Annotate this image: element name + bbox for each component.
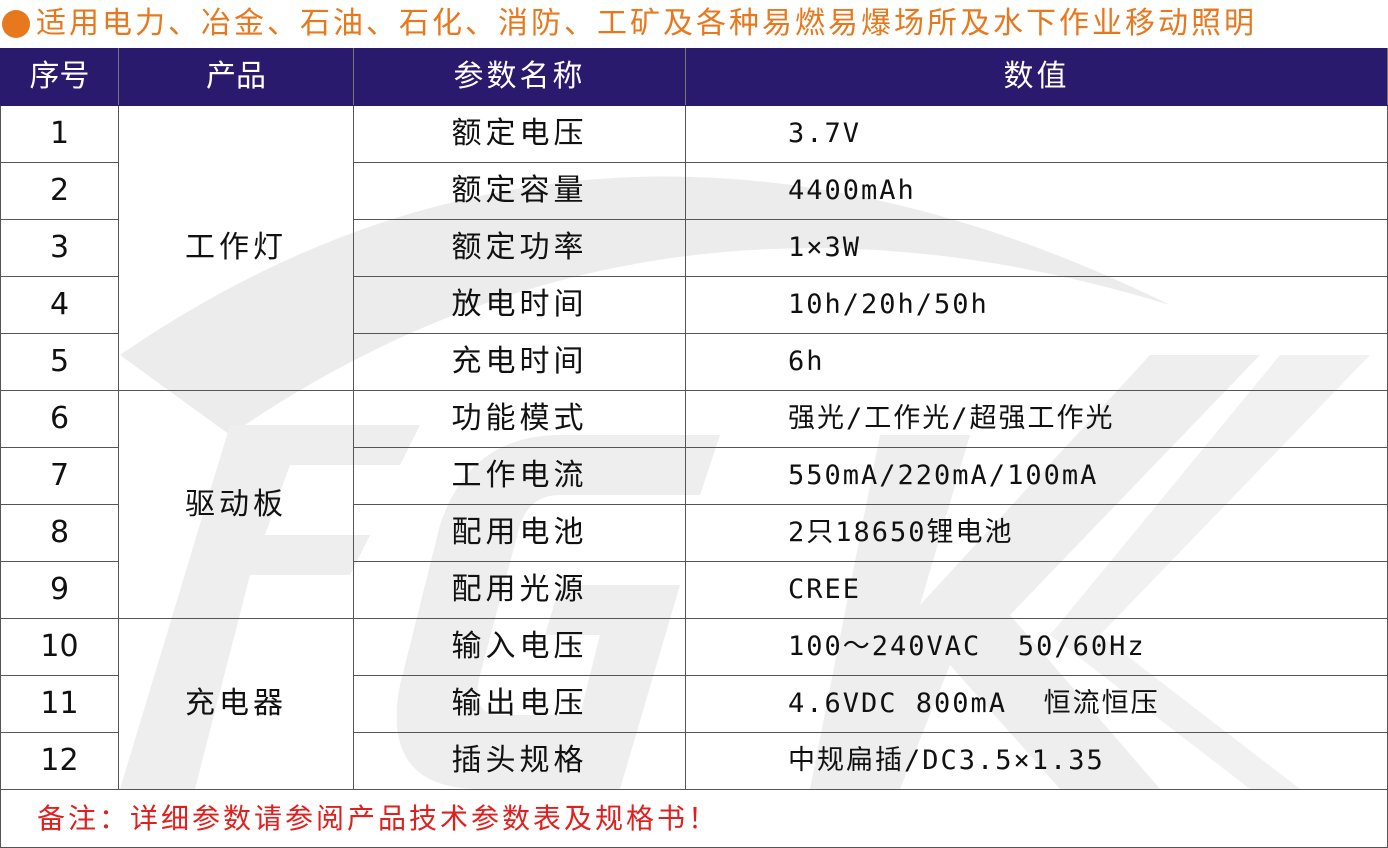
param-name: 输入电压 [353,618,686,676]
header-no: 序号 [0,48,119,106]
header-param: 参数名称 [353,48,686,106]
param-name: 放电时间 [353,276,686,334]
row-no: 3 [0,219,119,277]
param-name: 插头规格 [353,732,686,790]
note-text: 备注：详细参数请参阅产品技术参数表及规格书！ [0,789,1388,848]
product-group: 工作灯 [118,105,354,391]
spec-table: 序号 产品 参数名称 数值 1 工作灯 额定电压 3.7V 2 额定容量 4400mAh 3 额… [0,48,1388,848]
param-value: 3.7V [685,105,1388,163]
page-title: 适用电力、冶金、石油、石化、消防、工矿及各种易燃易爆场所及水下作业移动照明 [0,0,1388,48]
param-value: 6h [685,333,1388,391]
note-row: 备注：详细参数请参阅产品技术参数表及规格书！ [0,789,1388,848]
param-value: 1×3W [685,219,1388,277]
title-text: 适用电力、冶金、石油、石化、消防、工矿及各种易燃易爆场所及水下作业移动照明 [36,6,1257,41]
param-value: 10h/20h/50h [685,276,1388,334]
row-no: 9 [0,561,119,619]
row-no: 10 [0,618,119,676]
table-header: 序号 产品 参数名称 数值 [0,48,1388,106]
param-name: 额定容量 [353,162,686,220]
row-no: 11 [0,675,119,733]
param-value: 100～240VAC 50/60Hz [685,618,1388,676]
row-no: 1 [0,105,119,163]
param-value: 550mA/220mA/100mA [685,447,1388,505]
param-name: 功能模式 [353,390,686,448]
param-name: 额定电压 [353,105,686,163]
param-value: 强光/工作光/超强工作光 [685,390,1388,448]
row-no: 7 [0,447,119,505]
param-name: 工作电流 [353,447,686,505]
param-name: 配用电池 [353,504,686,562]
param-value: CREE [685,561,1388,619]
header-value: 数值 [685,48,1388,106]
row-no: 6 [0,390,119,448]
param-value: 4.6VDC 800mA 恒流恒压 [685,675,1388,733]
product-group: 驱动板 [118,390,354,619]
row-no: 2 [0,162,119,220]
param-value: 4400mAh [685,162,1388,220]
product-group: 充电器 [118,618,354,790]
param-name: 配用光源 [353,561,686,619]
row-no: 4 [0,276,119,334]
param-name: 输出电压 [353,675,686,733]
param-name: 充电时间 [353,333,686,391]
table-row: 1 工作灯 额定电压 3.7V [0,105,1388,391]
row-no: 8 [0,504,119,562]
param-value: 中规扁插/DC3.5×1.35 [685,732,1388,790]
row-no: 5 [0,333,119,391]
param-name: 额定功率 [353,219,686,277]
table-row: 10 充电器 输入电压 100～240VAC 50/60Hz [0,618,1388,790]
bullet-icon [2,10,30,38]
param-value: 2只18650锂电池 [685,504,1388,562]
header-product: 产品 [118,48,354,106]
row-no: 12 [0,732,119,790]
table-row: 6 驱动板 功能模式 强光/工作光/超强工作光 [0,390,1388,619]
